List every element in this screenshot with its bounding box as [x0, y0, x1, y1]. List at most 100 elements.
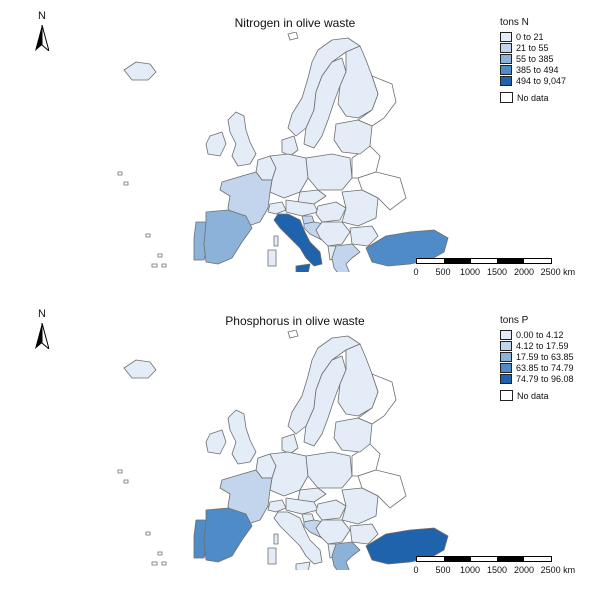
region-nodata-svalbard	[287, 330, 299, 339]
region-italy	[273, 213, 323, 267]
legend-title: tons P	[500, 315, 529, 326]
region-turkey	[365, 229, 449, 267]
region-sicily	[295, 263, 311, 272]
map-title: Phosphorus in olive waste	[225, 314, 365, 328]
scale-bar-label: 0	[413, 565, 419, 575]
region-switzerland	[267, 201, 287, 215]
legend-nodata-label: No data	[517, 92, 549, 103]
region-corsica	[273, 533, 279, 545]
scale-bar-label: 1500	[486, 267, 508, 277]
europe-choropleth-map	[117, 32, 449, 272]
legend-label: 74.79 to 96.08	[516, 373, 574, 384]
region-nodata-atlantic1	[117, 171, 123, 176]
region-nodata-atlantic1	[117, 469, 123, 474]
scale-bar-graphic	[416, 258, 552, 264]
region-baltics	[333, 119, 373, 155]
scale-bar-label: 2000	[513, 565, 535, 575]
region-bulgaria	[349, 225, 379, 247]
region-romania	[341, 189, 379, 227]
legend-nodata-label: No data	[517, 390, 549, 401]
region-nodata-canary2	[151, 263, 158, 268]
region-ireland	[205, 429, 227, 455]
legend-title: tons N	[500, 17, 529, 28]
scale-bar-label: 2000	[513, 267, 535, 277]
region-spain	[203, 507, 253, 563]
region-sardinia	[267, 249, 277, 267]
legend-swatch	[500, 53, 512, 64]
north-arrow: N	[32, 308, 52, 349]
region-iceland	[123, 359, 157, 379]
region-nodata-canary2	[151, 561, 158, 566]
legend-swatch	[500, 373, 512, 384]
legend-swatch	[500, 340, 512, 351]
scale-bar-label: 1000	[459, 267, 481, 277]
region-greece	[331, 541, 361, 570]
region-balkans	[315, 221, 351, 247]
legend-swatch	[500, 31, 512, 42]
legend-item: 74.79 to 96.08	[500, 373, 590, 384]
legend-swatch	[500, 75, 512, 86]
region-corsica	[273, 235, 279, 247]
region-iceland	[123, 61, 157, 81]
region-baltics	[333, 417, 373, 453]
region-finland	[337, 343, 379, 417]
region-nodata-canary3	[161, 561, 167, 566]
scale-bar-label: 500	[435, 565, 451, 575]
legend-label: 4.12 to 17.59	[516, 340, 569, 351]
region-italy	[273, 511, 323, 565]
legend-nodata: No data	[500, 92, 590, 103]
region-nodata-canary1	[157, 253, 163, 258]
legend-item: 0.00 to 4.12	[500, 329, 590, 340]
legend-item: 385 to 494	[500, 64, 590, 75]
region-nodata-atlantic3	[145, 531, 151, 536]
legend-item: 494 to 9,047	[500, 75, 590, 86]
legend-swatch	[500, 42, 512, 53]
scale-bar-label: 2500 km	[540, 565, 576, 575]
north-label: N	[38, 10, 46, 22]
region-uk	[227, 409, 257, 465]
region-nodata-atlantic2	[123, 479, 129, 484]
region-sardinia	[267, 547, 277, 565]
legend-swatch	[500, 64, 512, 75]
region-bulgaria	[349, 523, 379, 545]
region-poland	[305, 451, 353, 489]
region-nodata-atlantic3	[145, 233, 151, 238]
legend-nodata-swatch	[500, 92, 513, 103]
region-nodata-atlantic2	[123, 181, 129, 186]
region-sweden	[303, 57, 347, 149]
legend-item: 55 to 385	[500, 53, 590, 64]
north-arrow: N	[32, 10, 52, 51]
region-denmark	[281, 135, 299, 157]
legend-label: 21 to 55	[516, 42, 549, 53]
region-balkans	[315, 519, 351, 545]
legend-nodata: No data	[500, 390, 590, 401]
region-romania	[341, 487, 379, 525]
region-hungary	[315, 499, 347, 521]
scale-bar: 0 500 1000 1500 2000 2500 km	[413, 258, 590, 284]
region-nodata-svalbard	[287, 32, 299, 41]
scale-bar-label: 2500 km	[540, 267, 576, 277]
scale-bar-label: 1000	[459, 565, 481, 575]
legend-swatch	[500, 362, 512, 373]
region-uk	[227, 111, 257, 167]
scale-bar-label: 500	[435, 267, 451, 277]
region-germany	[269, 451, 309, 497]
legend-item: 21 to 55	[500, 42, 590, 53]
region-czech	[297, 189, 327, 205]
map-title: Nitrogen in olive waste	[234, 16, 356, 30]
legend-swatch	[500, 329, 512, 340]
region-ireland	[205, 131, 227, 157]
legend-label: 0 to 21	[516, 31, 544, 42]
north-arrow-icon	[35, 323, 49, 349]
legend-label: 494 to 9,047	[516, 75, 567, 86]
region-turkey	[365, 527, 449, 565]
legend-swatch	[500, 351, 512, 362]
nitrogen-map-panel: N Nitrogen in olive waste tons N 0 to 21…	[0, 0, 590, 290]
region-spain	[203, 209, 253, 265]
legend-item: 4.12 to 17.59	[500, 340, 590, 351]
region-sweden	[303, 355, 347, 447]
legend-item: 17.59 to 63.85	[500, 351, 590, 362]
legend-item: 0 to 21	[500, 31, 590, 42]
region-denmark	[281, 433, 299, 455]
legend-label: 55 to 385	[516, 53, 554, 64]
